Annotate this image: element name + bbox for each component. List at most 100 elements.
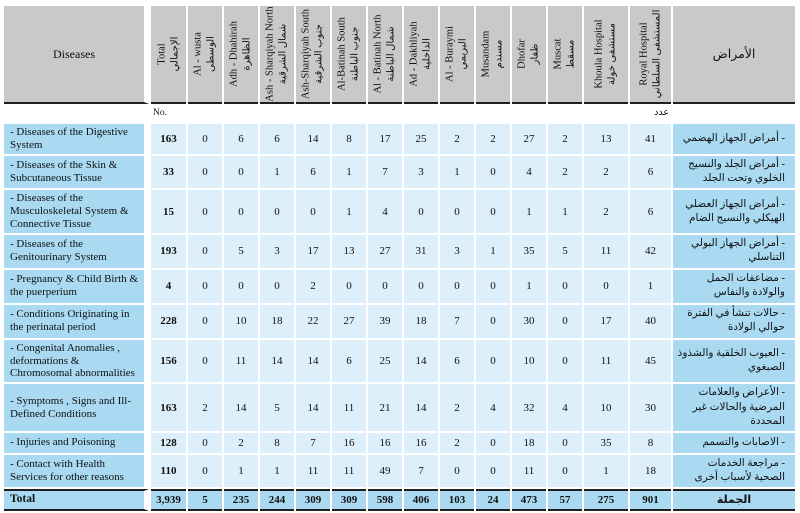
value-cell: 2 — [224, 432, 258, 453]
value-cell: 1 — [512, 190, 546, 234]
rotated-header-text: Ad - Dakhliyah الداخلية — [409, 21, 434, 86]
disease-row-2: - Diseases of the Musculoskeletal System… — [4, 190, 795, 234]
disease-name-ar: - الأعراض والعلامات المرضية والحالات غير… — [673, 384, 795, 431]
value-cell: 35 — [584, 432, 628, 453]
value-cell: 0 — [548, 339, 582, 383]
value-cell: 6 — [260, 124, 294, 154]
value-cell: 0 — [188, 304, 222, 338]
value-cell: 309 — [296, 489, 330, 511]
value-cell: 25 — [368, 339, 402, 383]
value-cell: 1 — [440, 155, 474, 189]
value-cell: 14 — [296, 384, 330, 431]
disease-name-ar: - أمراض الجلد والنسيج الخلوي وتحت الجلد — [673, 155, 795, 189]
value-cell: 11 — [332, 384, 366, 431]
value-cell: 49 — [368, 454, 402, 488]
value-cell: 14 — [260, 339, 294, 383]
value-cell: 2 — [440, 432, 474, 453]
value-cell: 1 — [260, 155, 294, 189]
value-cell: 30 — [512, 304, 546, 338]
value-cell: 6 — [630, 155, 671, 189]
value-cell: 0 — [368, 269, 402, 303]
value-cell: 41 — [630, 124, 671, 154]
value-cell: 275 — [584, 489, 628, 511]
disease-row-3: - Diseases of the Genitourinary System 19… — [4, 235, 795, 268]
value-cell: 0 — [440, 454, 474, 488]
value-cell: 1 — [332, 190, 366, 234]
col-header-ar: الداخلية — [421, 38, 433, 70]
value-cell: 163 — [151, 124, 186, 154]
disease-row-0: - Diseases of the Digestive System 163 0 6 6… — [4, 124, 795, 154]
value-cell: 2 — [440, 124, 474, 154]
value-cell: 244 — [260, 489, 294, 511]
value-cell: 0 — [296, 190, 330, 234]
value-cell: 0 — [332, 269, 366, 303]
col-header-en: Royal Hospital — [638, 22, 650, 86]
value-cell: 598 — [368, 489, 402, 511]
col-header-en: Al - wusta — [192, 32, 204, 76]
col-header-ar: الوسطى — [205, 36, 217, 72]
rotated-header-text: Ash-Sharqiyah South جنوب الشرقية — [301, 9, 326, 99]
value-cell: 8 — [630, 432, 671, 453]
disease-name-ar: - حالات تنشأ في الفترة حوالي الولادة — [673, 304, 795, 338]
value-cell: 0 — [224, 155, 258, 189]
value-cell: 0 — [548, 432, 582, 453]
value-cell: 5 — [260, 384, 294, 431]
value-cell: 163 — [151, 384, 186, 431]
col-header-en: Al-Batinah South — [336, 17, 348, 91]
value-cell: 11 — [332, 454, 366, 488]
value-cell: 1 — [224, 454, 258, 488]
col-header-ar: البريمي — [457, 38, 469, 70]
value-cell: 0 — [548, 269, 582, 303]
col-header-ar: مستشفى خولة — [606, 23, 618, 85]
col-header-10: Dhofar ظفار — [512, 6, 546, 104]
value-cell: 4 — [368, 190, 402, 234]
value-cell: 0 — [548, 304, 582, 338]
col-header-7: Ad - Dakhliyah الداخلية — [404, 6, 438, 104]
value-cell: 0 — [476, 432, 510, 453]
value-cell: 0 — [188, 155, 222, 189]
value-cell: 6 — [440, 339, 474, 383]
col-header-ar: جنوب الشرقية — [313, 24, 325, 84]
col-header-8: Al - Buraymi البريمي — [440, 6, 474, 104]
disease-row-6: - Congenital Anomalies , deformations & … — [4, 339, 795, 383]
value-cell: 11 — [584, 235, 628, 268]
value-cell: 8 — [260, 432, 294, 453]
diseases-column-header-en: Diseases — [4, 6, 149, 104]
value-cell: 4 — [512, 155, 546, 189]
value-cell: 10 — [512, 339, 546, 383]
value-cell: 11 — [224, 339, 258, 383]
col-header-ar: شمال الباطنة — [385, 26, 397, 82]
value-cell: 13 — [584, 124, 628, 154]
value-cell: 7 — [440, 304, 474, 338]
value-cell: 309 — [332, 489, 366, 511]
value-cell: 2 — [476, 124, 510, 154]
value-cell: 14 — [404, 339, 438, 383]
value-cell: 39 — [368, 304, 402, 338]
value-cell: 2 — [296, 269, 330, 303]
value-cell: 473 — [512, 489, 546, 511]
value-cell: 6 — [332, 339, 366, 383]
value-cell: 15 — [151, 190, 186, 234]
disease-name-en: - Pregnancy & Child Birth & the puerperi… — [4, 269, 149, 303]
rotated-header-text: Musandam مسندم — [481, 31, 506, 78]
value-cell: 2 — [548, 155, 582, 189]
total-row: Total 3,939 5 235 244 309 309 598 406 103 24 473 57 2… — [4, 489, 795, 511]
units-label-no: No. — [151, 106, 186, 122]
value-cell: 24 — [476, 489, 510, 511]
disease-name-ar: - أمراض الجهاز الهضمي — [673, 124, 795, 154]
col-header-en: Ad - Dakhliyah — [408, 21, 420, 87]
value-cell: 17 — [296, 235, 330, 268]
value-cell: 30 — [630, 384, 671, 431]
header-row: Diseases Total الإجمالي Al - wusta الوسطى Ad… — [4, 6, 795, 104]
col-header-en: Ash - Sharqiyah North — [264, 6, 276, 102]
value-cell: 2 — [188, 384, 222, 431]
value-cell: 18 — [630, 454, 671, 488]
value-cell: 6 — [630, 190, 671, 234]
col-header-ar: ظفار — [529, 43, 541, 65]
value-cell: 1 — [260, 454, 294, 488]
col-header-en: Al - Batinah North — [372, 14, 384, 94]
value-cell: 0 — [224, 269, 258, 303]
disease-name-ar: - العيوب الخلقية والشذوذ الصبغوي — [673, 339, 795, 383]
col-header-en: Muscat — [552, 38, 564, 70]
